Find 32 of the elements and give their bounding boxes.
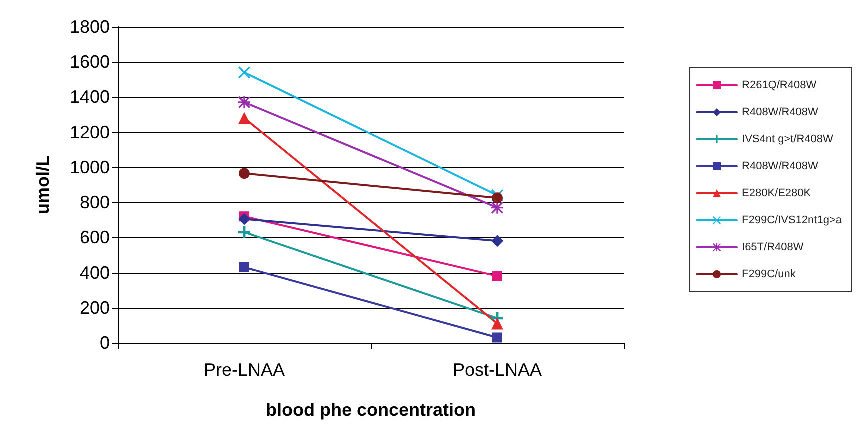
y-tick-label: 800 bbox=[80, 192, 110, 213]
point bbox=[492, 271, 502, 282]
y-tick-label: 1600 bbox=[70, 52, 110, 72]
y-tick-label: 1200 bbox=[70, 122, 110, 142]
x-tick-label: Pre-LNAA bbox=[204, 360, 286, 380]
legend-label: R408W/R408W bbox=[742, 106, 820, 118]
y-tick-label: 600 bbox=[80, 228, 110, 248]
legend-label: F299C/IVS12nt1g>a bbox=[742, 214, 843, 226]
legend-label: R408W/R408W bbox=[742, 160, 820, 172]
y-tick-label: 200 bbox=[80, 298, 110, 318]
point bbox=[492, 235, 504, 248]
point bbox=[492, 192, 503, 204]
legend-label: R261Q/R408W bbox=[742, 80, 818, 92]
legend-label: I65T/R408W bbox=[742, 242, 804, 254]
point bbox=[238, 213, 250, 226]
y-tick-label: 0 bbox=[100, 333, 110, 353]
x-tick-label: Post-LNAA bbox=[452, 360, 542, 380]
y-tick-label: 1400 bbox=[70, 87, 110, 108]
y-tick-label: 1000 bbox=[70, 157, 110, 178]
legend-label: E280K/E280K bbox=[742, 188, 812, 200]
y-axis-title: umol/L bbox=[33, 156, 53, 214]
point bbox=[492, 332, 502, 343]
point bbox=[238, 96, 250, 108]
point bbox=[238, 226, 250, 238]
legend-label: F299C/unk bbox=[742, 268, 796, 280]
y-tick-label: 1800 bbox=[70, 17, 110, 37]
legend-label: IVS4nt g>t/R408W bbox=[742, 134, 834, 146]
y-tick-label: 400 bbox=[80, 262, 110, 283]
point bbox=[240, 262, 250, 273]
point bbox=[238, 66, 250, 79]
point bbox=[239, 168, 250, 180]
x-axis-title: blood phe concentration bbox=[266, 400, 476, 420]
